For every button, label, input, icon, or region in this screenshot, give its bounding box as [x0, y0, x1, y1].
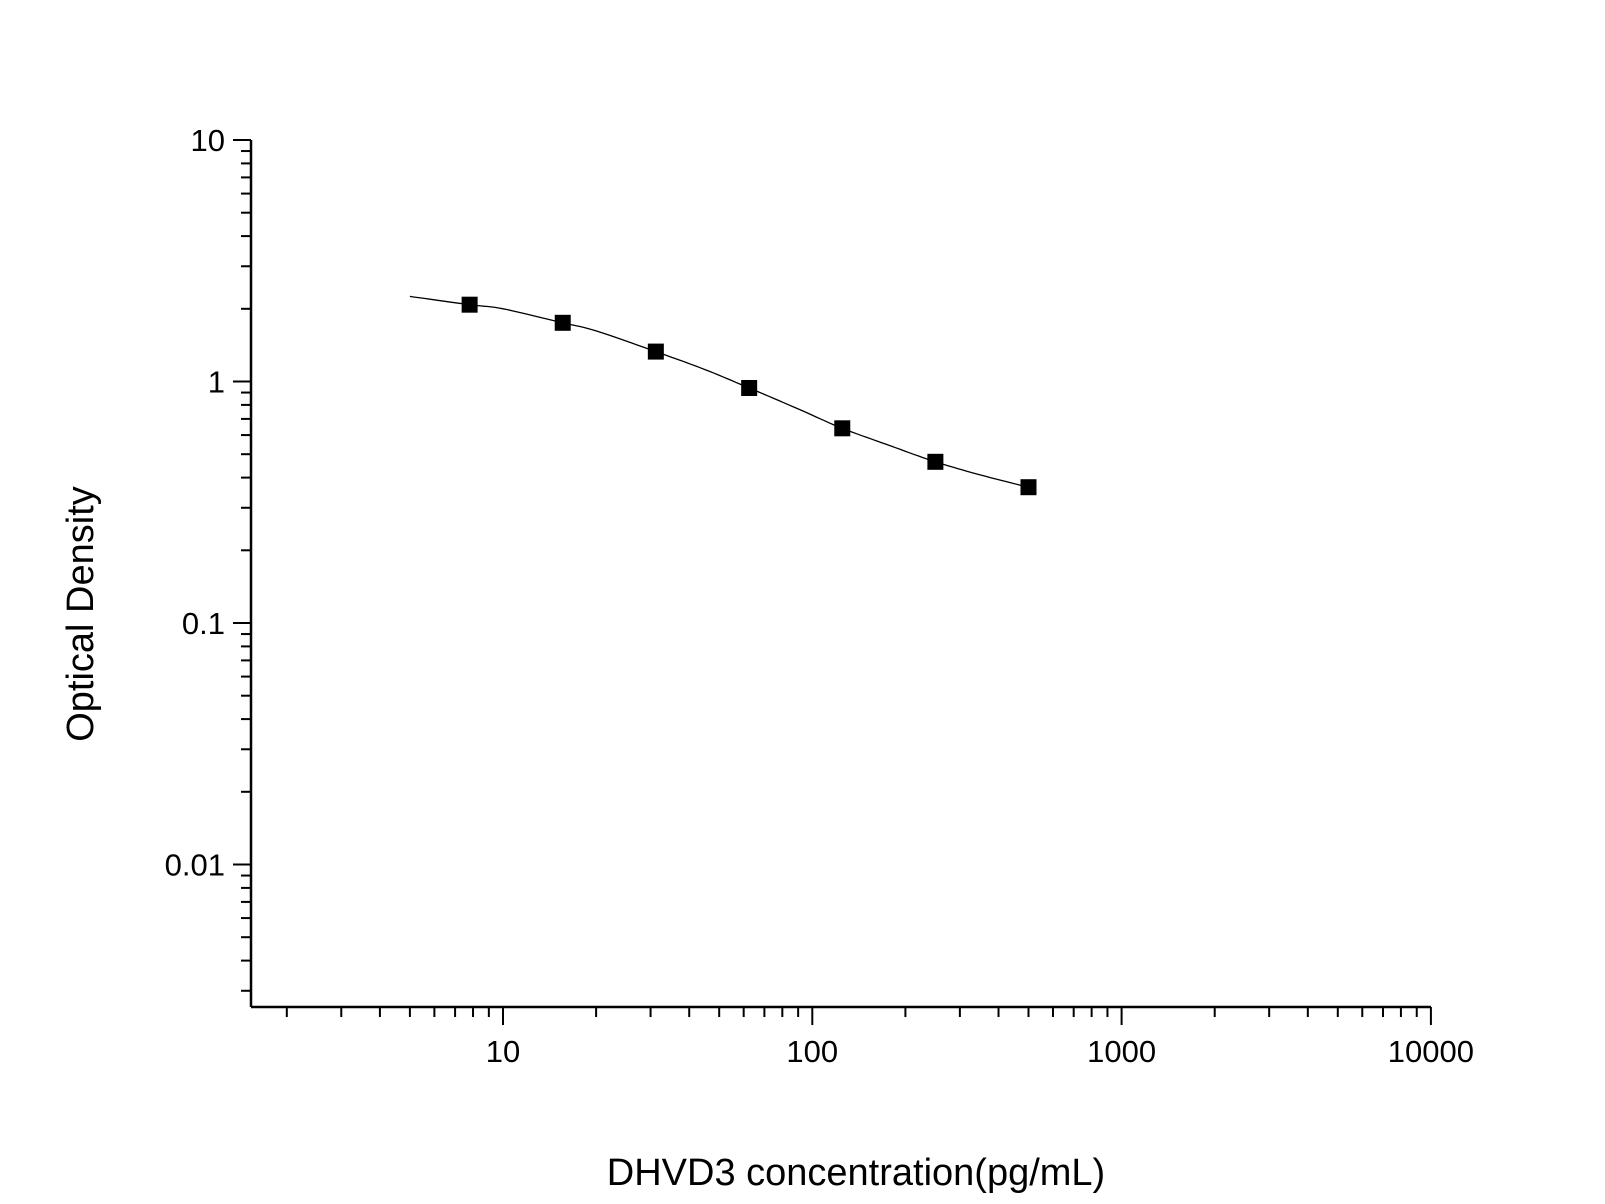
data-point-marker [741, 379, 758, 396]
x-axis-title: DHVD3 concentration(pg/mL) [607, 1152, 1105, 1194]
data-point-marker [1020, 479, 1037, 496]
data-point-marker [927, 453, 944, 470]
data-point-marker [461, 296, 478, 313]
data-point-marker [554, 314, 571, 331]
y-axis-title: Optical Density [60, 486, 102, 742]
x-tick-label: 1000 [1087, 1034, 1156, 1069]
x-tick-label: 100 [786, 1034, 838, 1069]
x-tick-label: 10 [486, 1034, 520, 1069]
data-markers [461, 296, 1037, 496]
y-tick-label: 0.1 [182, 606, 225, 641]
x-tick-label: 10000 [1388, 1034, 1474, 1069]
tick-labels: 10 1 0.1 0.01 10 100 1000 10000 [165, 123, 1474, 1069]
axes [249, 140, 1431, 1009]
ticks [233, 139, 1432, 1025]
y-tick-label: 0.01 [165, 848, 225, 883]
data-point-marker [834, 420, 851, 437]
y-tick-label: 1 [208, 365, 225, 400]
y-tick-label: 10 [191, 123, 225, 158]
data-point-marker [647, 343, 664, 360]
